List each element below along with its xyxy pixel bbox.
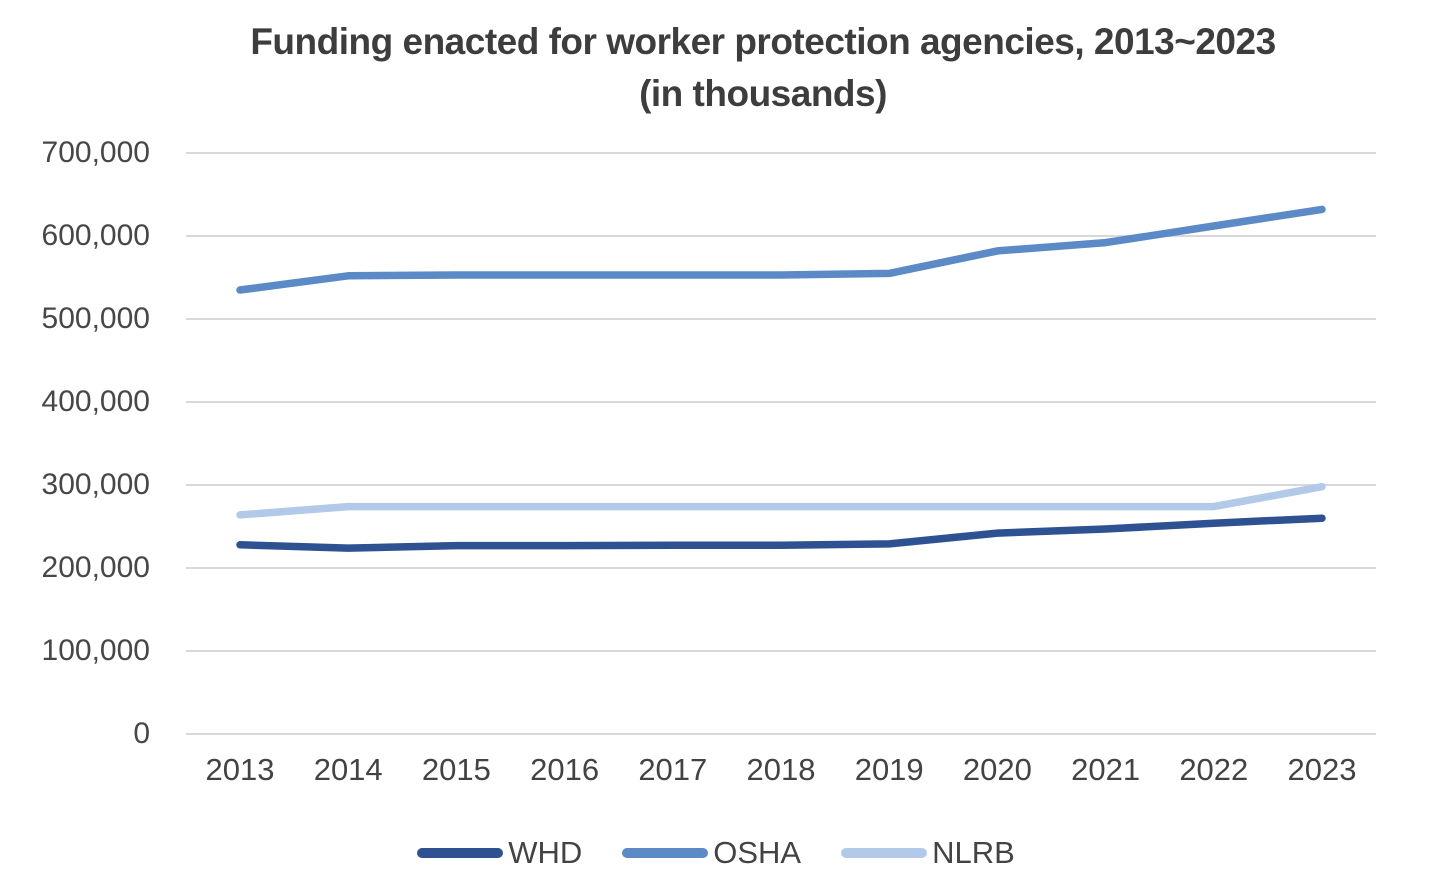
series-line-osha <box>236 205 1326 294</box>
x-tick-label: 2021 <box>1071 752 1141 787</box>
y-tick-label: 400,000 <box>41 385 150 418</box>
series-line-whd <box>236 514 1326 552</box>
chart-legend: WHD OSHA NLRB <box>0 830 1432 876</box>
x-tick-label: 2020 <box>962 752 1032 787</box>
y-tick-label: 300,000 <box>41 468 150 501</box>
x-tick-label: 2014 <box>313 752 383 787</box>
y-tick-label: 700,000 <box>41 136 150 169</box>
legend-line-swatch-icon <box>417 848 504 858</box>
legend-line-swatch-icon <box>841 848 928 858</box>
y-tick-label: 500,000 <box>41 302 150 335</box>
legend-label: WHD <box>508 835 583 870</box>
x-tick-label: 2022 <box>1179 752 1249 787</box>
y-tick-label: 0 <box>133 717 150 750</box>
chart-title: Funding enacted for worker protection ag… <box>250 21 1276 62</box>
chart-subtitle: (in thousands) <box>639 73 887 114</box>
legend-item-whd: WHD <box>417 835 582 871</box>
x-tick-label: 2015 <box>421 752 491 787</box>
x-tick-label: 2017 <box>638 752 708 787</box>
legend-item-osha: OSHA <box>622 835 801 871</box>
x-tick-label: 2016 <box>530 752 600 787</box>
x-tick-label: 2019 <box>854 752 924 787</box>
y-tick-label: 100,000 <box>41 634 150 667</box>
series-line-nlrb <box>236 482 1326 519</box>
legend-label: OSHA <box>713 835 802 870</box>
y-tick-label: 600,000 <box>41 219 150 252</box>
x-tick-label: 2018 <box>746 752 816 787</box>
x-tick-label: 2013 <box>205 752 275 787</box>
legend-line-swatch-icon <box>622 848 709 858</box>
legend-item-nlrb: NLRB <box>841 835 1015 871</box>
y-tick-label: 200,000 <box>41 551 150 584</box>
title-block: Funding enacted for worker protection ag… <box>70 16 1456 120</box>
x-tick-label: 2023 <box>1287 752 1357 787</box>
legend-label: NLRB <box>932 835 1015 870</box>
